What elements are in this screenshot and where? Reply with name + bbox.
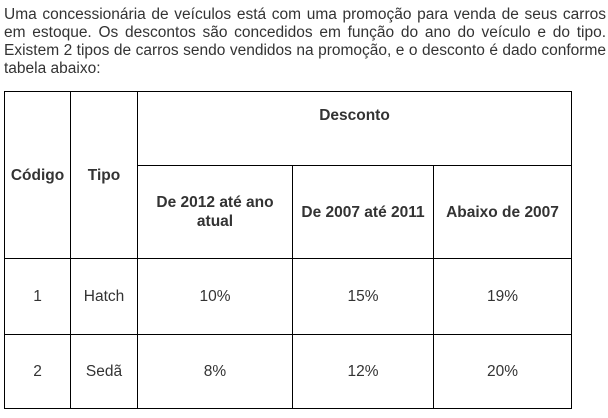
header-range-old: Abaixo de 2007 [433, 165, 572, 259]
cell-code: 2 [4, 334, 71, 409]
cell-code: 1 [4, 258, 71, 335]
header-range-recent: De 2012 até ano atual [137, 165, 293, 259]
intro-paragraph: Uma concessionária de veículos está com … [4, 6, 606, 77]
table-row: 2 Sedã 8% 12% 20% [4, 334, 572, 409]
table-row: 1 Hatch 10% 15% 19% [4, 258, 572, 335]
cell-type: Hatch [70, 258, 138, 335]
cell-discount: 10% [137, 258, 293, 335]
table-subheader-row: De 2012 até ano atual De 2007 até 2011 A… [5, 165, 572, 259]
header-code: Código [4, 91, 71, 259]
header-discount: Desconto [137, 91, 572, 166]
cell-discount: 20% [433, 334, 572, 409]
header-range-middle: De 2007 até 2011 [292, 165, 434, 259]
cell-discount: 15% [292, 258, 434, 335]
cell-discount: 19% [433, 258, 572, 335]
cell-discount: 12% [292, 334, 434, 409]
cell-type: Sedã [70, 334, 138, 409]
header-type: Tipo [70, 91, 138, 259]
cell-discount: 8% [137, 334, 293, 409]
discount-table: Código Tipo Desconto De 2012 até ano atu… [4, 91, 572, 409]
table-header-row: Código Tipo Desconto [4, 91, 572, 259]
